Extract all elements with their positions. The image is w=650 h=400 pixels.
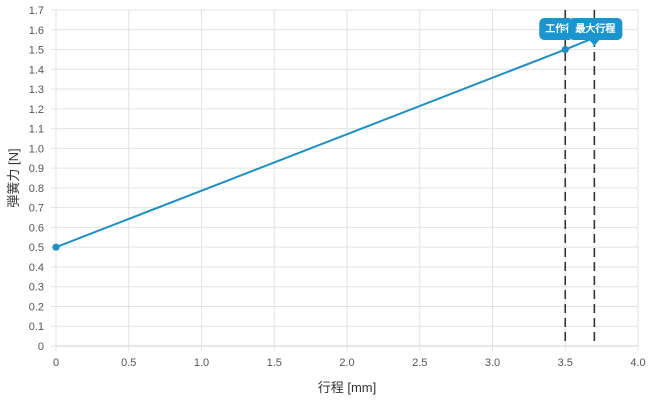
x-tick-label: 0.5: [121, 357, 136, 369]
stroke-marker-lines: [564, 10, 596, 346]
x-tick-label: 4.0: [630, 357, 645, 369]
y-tick-label: 0.4: [29, 262, 44, 274]
y-tick-label: 0.1: [29, 321, 44, 333]
y-axis-title: 弾簧力 [N]: [6, 148, 21, 207]
x-tick-label: 3.5: [558, 357, 573, 369]
x-tick-label: 1.0: [194, 357, 209, 369]
y-tick-label: 0.2: [29, 301, 44, 313]
callout-label: 最大行程: [575, 22, 615, 35]
y-tick-label: 1.7: [29, 5, 44, 17]
y-tick-label: 1.6: [29, 25, 44, 37]
x-tick-label: 2.5: [412, 357, 427, 369]
callout-working-stroke: 工作行程: [539, 18, 585, 40]
x-axis-ticks: 0 0.5 1.0 1.5 2.0 2.5 3.0 3.5 4.0: [53, 357, 646, 369]
y-tick-label: 1.5: [29, 45, 44, 57]
y-tick-label: 1.2: [29, 104, 44, 116]
y-tick-label: 0: [38, 341, 44, 353]
data-point: [52, 243, 60, 251]
x-tick-label: 1.5: [267, 357, 282, 369]
y-tick-label: 1.1: [29, 124, 44, 136]
y-tick-label: 0.6: [29, 222, 44, 234]
x-tick-label: 0: [53, 357, 59, 369]
callout-pointer: [589, 40, 600, 46]
y-tick-label: 1.4: [29, 64, 44, 76]
y-axis-ticks: 0 0.1 0.2 0.3 0.4 0.5 0.6 0.7 0.8 0.9 1.0 1.1 1.2 1.3…: [29, 5, 44, 353]
x-tick-label: 3.0: [485, 357, 500, 369]
y-tick-label: 1.3: [29, 84, 44, 96]
series-group: [52, 36, 595, 251]
y-tick-label: 1.0: [29, 143, 44, 155]
callout-box: [539, 18, 570, 40]
y-tick-label: 0.5: [29, 242, 44, 254]
y-tick-label: 0.7: [29, 203, 44, 215]
y-tick-label: 0.9: [29, 163, 44, 175]
x-axis-title: 行程 [mm]: [318, 380, 377, 395]
x-tick-label: 2.0: [339, 357, 354, 369]
y-tick-label: 0.8: [29, 183, 44, 195]
callout-label: 工作行程: [545, 22, 585, 35]
callout-box: [568, 18, 623, 40]
callout-max-stroke: 最大行程: [568, 18, 623, 46]
data-point: [561, 45, 569, 54]
y-tick-label: 0.3: [29, 282, 44, 294]
grid: [51, 9, 639, 351]
